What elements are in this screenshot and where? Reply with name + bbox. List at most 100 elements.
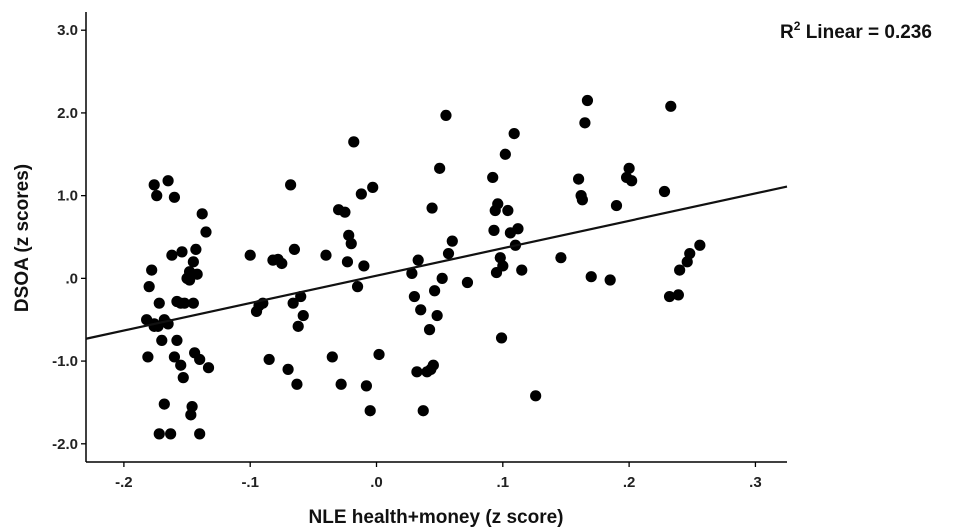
data-point: [175, 359, 187, 371]
x-axis-title: NLE health+money (z score): [309, 507, 564, 528]
data-point: [364, 405, 376, 417]
y-tick-label: 3.0: [57, 22, 78, 39]
data-point: [674, 264, 686, 276]
data-point: [194, 428, 206, 440]
data-point: [576, 194, 588, 206]
data-point: [187, 297, 199, 309]
data-point: [177, 372, 189, 384]
data-point: [292, 320, 304, 332]
data-point: [434, 162, 446, 174]
data-point: [440, 109, 452, 122]
data-point: [360, 380, 372, 392]
data-point: [162, 175, 174, 187]
data-point: [572, 173, 585, 185]
data-point: [610, 199, 623, 212]
data-point: [411, 366, 423, 378]
data-point: [351, 281, 364, 293]
x-axis: -.2 -.1 .0 .1 .2 .3: [86, 461, 787, 491]
data-point: [429, 285, 441, 297]
r-squared-prefix: R: [780, 22, 794, 43]
data-point: [191, 268, 203, 280]
data-point: [488, 224, 500, 236]
data-point: [585, 271, 597, 283]
data-point: [427, 359, 439, 371]
data-point: [461, 276, 474, 289]
data-point: [187, 256, 199, 268]
y-tick-label: -2.0: [52, 436, 78, 453]
data-point: [442, 247, 455, 260]
y-axis-title: DSOA (z scores): [12, 164, 33, 312]
data-point: [348, 136, 360, 148]
data-point: [285, 179, 297, 191]
data-point: [415, 304, 427, 316]
data-point: [412, 254, 424, 266]
data-point: [373, 348, 385, 361]
data-point: [185, 409, 197, 421]
data-point: [530, 390, 542, 402]
data-point: [200, 226, 212, 238]
data-point: [623, 162, 635, 174]
data-point: [276, 257, 288, 270]
data-point: [604, 274, 616, 286]
y-tick-label: 2.0: [57, 105, 78, 122]
data-point: [345, 238, 357, 250]
data-point: [165, 428, 177, 440]
x-tick-label: -.2: [115, 474, 133, 491]
regression-line: [85, 185, 788, 340]
data-point: [168, 191, 181, 203]
data-point: [406, 267, 418, 279]
data-point: [367, 181, 379, 193]
data-point: [183, 274, 196, 286]
data-point: [153, 428, 165, 440]
data-point: [341, 256, 354, 268]
r-squared-text: Linear = 0.236: [800, 22, 932, 43]
data-point: [151, 190, 163, 202]
data-point: [196, 208, 208, 220]
data-point: [146, 264, 158, 276]
data-point: [178, 297, 191, 309]
data-point: [426, 202, 438, 214]
data-point: [487, 171, 499, 184]
data-point: [492, 198, 504, 210]
data-point: [502, 204, 514, 217]
x-tick-label: -.1: [241, 474, 259, 491]
data-point: [148, 179, 160, 191]
data-point: [320, 249, 332, 261]
data-point: [166, 249, 178, 261]
y-tick-label: 1.0: [57, 188, 78, 205]
data-point: [190, 243, 202, 256]
data-point: [339, 206, 351, 218]
data-point: [142, 351, 154, 363]
data-point: [282, 363, 294, 375]
data-point: [408, 290, 420, 303]
data-point: [555, 252, 567, 264]
data-point: [358, 260, 370, 272]
data-point: [171, 334, 183, 347]
data-point: [658, 185, 671, 198]
data-point: [626, 175, 638, 187]
data-point: [694, 239, 706, 251]
data-point: [436, 272, 448, 284]
data-point: [431, 309, 443, 322]
data-point: [423, 324, 436, 336]
data-point: [186, 400, 198, 413]
data-point: [158, 398, 170, 410]
data-point: [153, 297, 165, 309]
r-squared-superscript: 2: [794, 19, 801, 33]
x-tick-label: .0: [370, 474, 383, 491]
x-tick-label: .1: [497, 474, 510, 491]
data-point: [495, 332, 508, 344]
data-point: [326, 351, 338, 363]
data-point: [244, 249, 256, 261]
y-tick-label: .0: [65, 270, 78, 287]
data-point: [499, 148, 511, 160]
data-point: [143, 281, 155, 293]
data-points: [141, 94, 706, 440]
data-point: [156, 334, 168, 347]
data-point: [168, 351, 181, 363]
data-point: [176, 246, 188, 258]
data-point: [287, 297, 299, 309]
data-point: [581, 94, 594, 107]
data-point: [663, 290, 676, 303]
